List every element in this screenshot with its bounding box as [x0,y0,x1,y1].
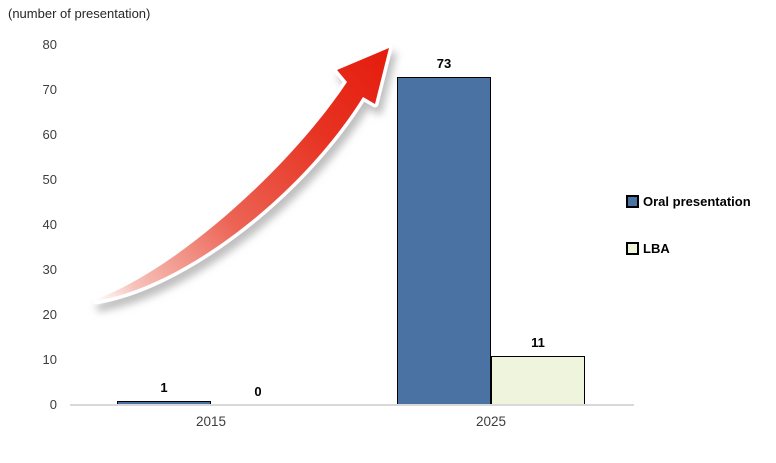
legend-swatch-oral-presentation-icon [626,194,639,208]
legend-item-oral-presentation: Oral presentation [626,190,751,212]
y-axis-tick-30: 30 [42,262,57,277]
value-label-2015-oral-presentation: 1 [160,379,168,395]
bar-2025-lba [491,355,585,405]
x-axis-label-2025: 2025 [475,414,507,429]
y-axis-tick-80: 80 [42,37,57,52]
y-axis-tick-50: 50 [42,172,57,187]
legend-label-lba: LBA [643,240,670,256]
y-axis-tick-10: 10 [42,352,57,367]
growth-arrow-outline [92,44,393,305]
bar-2025-oral-presentation [397,76,491,405]
growth-arrow-body [96,48,389,301]
value-label-2025-lba: 11 [531,334,545,350]
y-axis-tick-60: 60 [42,127,57,142]
y-axis-tick-0: 0 [49,397,57,412]
legend-item-lba: LBA [626,237,751,259]
legend: Oral presentation LBA [626,190,751,284]
y-axis-unit-label: (number of presentation) [8,6,151,21]
legend-swatch-lba-icon [626,241,639,255]
x-axis-label-2015: 2015 [195,414,227,429]
y-axis-tick-70: 70 [42,82,57,97]
value-label-2015-lba: 0 [254,384,262,399]
value-label-2025-oral-presentation: 73 [436,55,452,71]
y-axis-tick-40: 40 [42,217,57,232]
y-axis-tick-20: 20 [42,307,57,322]
legend-label-oral-presentation: Oral presentation [643,193,751,209]
x-axis-line [70,404,634,406]
